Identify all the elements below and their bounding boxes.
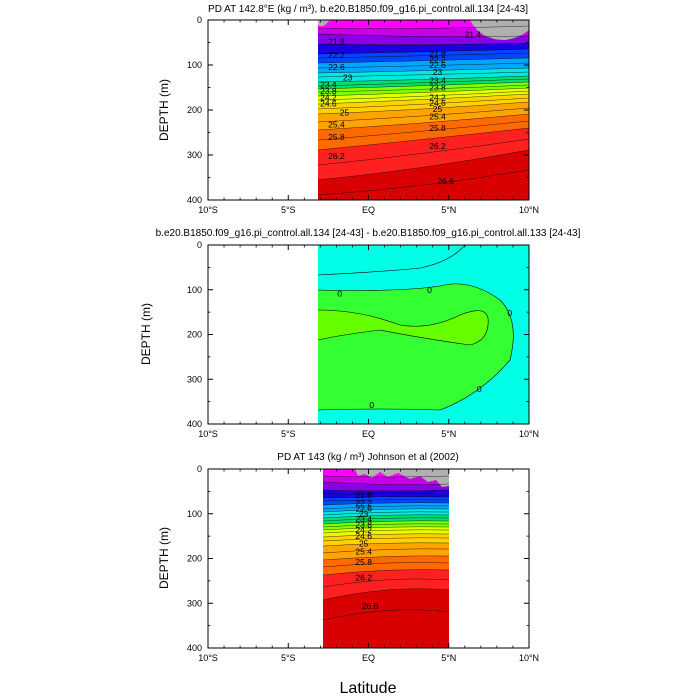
contour-label: 22.6 bbox=[328, 62, 345, 72]
contour-label: 21.4 bbox=[465, 29, 482, 39]
y-tick-label: 0 bbox=[197, 240, 202, 250]
x-tick-label: 5°N bbox=[441, 429, 456, 439]
panel-1-ylabel: DEPTH (m) bbox=[157, 79, 171, 141]
contour-label: 25 bbox=[359, 538, 369, 548]
contour-label: 24.2 bbox=[320, 92, 337, 102]
contour-label: 23.4 bbox=[355, 514, 372, 524]
contour-label: 24.2 bbox=[355, 525, 372, 535]
x-tick-label: EQ bbox=[362, 205, 375, 215]
contour-label: 0 bbox=[477, 384, 482, 394]
contour-label: 0 bbox=[369, 400, 374, 410]
contour-label: 23 bbox=[433, 67, 443, 77]
panel-3-ylabel: DEPTH (m) bbox=[157, 527, 171, 589]
panel-2-field bbox=[208, 245, 529, 424]
y-tick-label: 0 bbox=[197, 15, 202, 25]
y-tick-label: 300 bbox=[187, 150, 202, 160]
y-tick-label: 200 bbox=[187, 554, 202, 564]
x-tick-label: 10°N bbox=[519, 429, 539, 439]
y-tick-label: 200 bbox=[187, 105, 202, 115]
x-tick-label: EQ bbox=[362, 653, 375, 663]
x-tick-label: 5°S bbox=[281, 653, 296, 663]
y-tick-label: 100 bbox=[187, 509, 202, 519]
y-tick-label: 400 bbox=[187, 195, 202, 205]
contour-label: 24.6 bbox=[355, 531, 372, 541]
panel-2-title: b.e20.B1850.f09_g16.pi_control.all.134 [… bbox=[156, 228, 581, 239]
contour-label: 25 bbox=[433, 104, 443, 114]
contour-label: 23.8 bbox=[355, 519, 372, 529]
contour-label: 21.8 bbox=[328, 37, 345, 47]
contour-label: 24.2 bbox=[429, 92, 446, 102]
y-tick-label: 400 bbox=[187, 419, 202, 429]
contour-label: 25.4 bbox=[328, 119, 345, 129]
x-tick-label: 10°N bbox=[519, 653, 539, 663]
contour-label: 22.6 bbox=[429, 60, 446, 70]
contour-label: 23.4 bbox=[429, 75, 446, 85]
contour-label: 0 bbox=[507, 308, 512, 318]
y-tick-label: 300 bbox=[187, 374, 202, 384]
contour-label: 25.8 bbox=[429, 123, 446, 133]
contour-label: 22.2 bbox=[328, 50, 345, 60]
contour-label: 25.8 bbox=[328, 132, 345, 142]
contour-label: 22.2 bbox=[429, 55, 446, 65]
y-tick-label: 100 bbox=[187, 285, 202, 295]
x-tick-label: 10°S bbox=[198, 429, 218, 439]
x-tick-label: 10°N bbox=[519, 205, 539, 215]
contour-label: 0 bbox=[337, 288, 342, 298]
contour-label: 23.4 bbox=[320, 79, 337, 89]
contour-label: 23 bbox=[343, 73, 353, 83]
panel-3-title: PD AT 143 (kg / m³) Johnson et al (2002) bbox=[277, 452, 458, 463]
contour-label: 26.2 bbox=[355, 572, 372, 582]
panel-1-title: PD AT 142.8°E (kg / m³), b.e20.B1850.f09… bbox=[208, 4, 528, 15]
contour-label: 21.8 bbox=[355, 490, 372, 500]
contour-label: 26.6 bbox=[437, 176, 454, 186]
x-axis-label: Latitude bbox=[340, 680, 397, 697]
x-tick-label: 5°S bbox=[281, 429, 296, 439]
x-tick-label: 5°N bbox=[441, 205, 456, 215]
contour-label: 23.8 bbox=[429, 83, 446, 93]
y-tick-label: 0 bbox=[197, 464, 202, 474]
panel-model-density: PD AT 142.8°E (kg / m³), b.e20.B1850.f09… bbox=[157, 4, 539, 215]
contour-label: 24.6 bbox=[429, 98, 446, 108]
contour-label: 26.2 bbox=[429, 141, 446, 151]
contour-label: 0 bbox=[427, 285, 432, 295]
y-tick-label: 400 bbox=[187, 643, 202, 653]
panel-2-ylabel: DEPTH (m) bbox=[139, 303, 153, 365]
contour-label: 26.2 bbox=[328, 151, 345, 161]
contour-label: 25.8 bbox=[355, 557, 372, 567]
panel-difference: b.e20.B1850.f09_g16.pi_control.all.134 [… bbox=[139, 228, 581, 439]
panel-3-field bbox=[208, 469, 529, 648]
x-tick-label: 10°S bbox=[198, 653, 218, 663]
x-tick-label: EQ bbox=[362, 429, 375, 439]
contour-label: 22.2 bbox=[355, 498, 372, 508]
y-tick-label: 200 bbox=[187, 330, 202, 340]
y-tick-label: 100 bbox=[187, 60, 202, 70]
contour-label: 22.6 bbox=[355, 503, 372, 513]
contour-label: 25 bbox=[340, 108, 350, 118]
contour-label: 23 bbox=[359, 509, 369, 519]
contour-label: 23.8 bbox=[320, 86, 337, 96]
contour-label: 25.4 bbox=[355, 546, 372, 556]
x-tick-label: 5°S bbox=[281, 205, 296, 215]
y-tick-label: 300 bbox=[187, 598, 202, 608]
contour-label: 21.8 bbox=[429, 48, 446, 58]
x-tick-label: 5°N bbox=[441, 653, 456, 663]
contour-label: 24.6 bbox=[320, 99, 337, 109]
panel-observed-density: PD AT 143 (kg / m³) Johnson et al (2002) bbox=[157, 452, 539, 663]
contour-label: 26.6 bbox=[362, 601, 379, 611]
panel-1-field bbox=[208, 20, 529, 200]
x-tick-label: 10°S bbox=[198, 205, 218, 215]
contour-label: 25.4 bbox=[429, 111, 446, 121]
